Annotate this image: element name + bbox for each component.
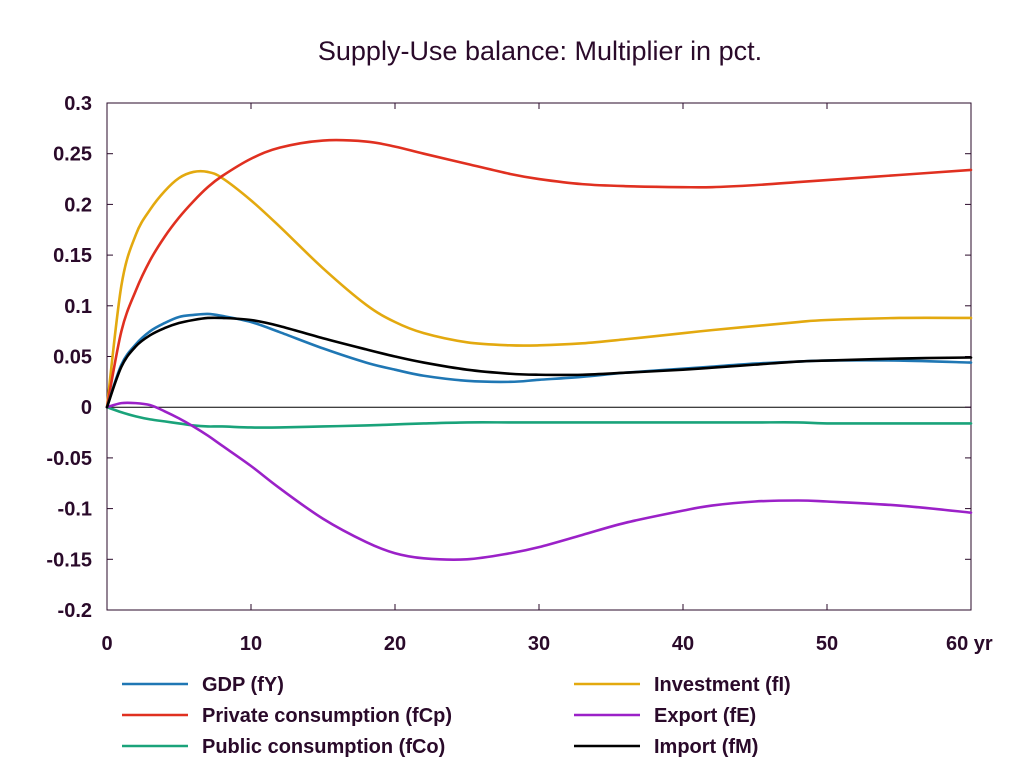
y-tick-label: 0.05 <box>53 347 92 369</box>
legend-label-gdp-fy: GDP (fY) <box>202 674 284 696</box>
legend-label-import-fm: Import (fM) <box>654 736 758 758</box>
chart-title: Supply-Use balance: Multiplier in pct. <box>318 36 762 66</box>
y-tick-label: -0.1 <box>58 499 92 521</box>
x-tick-label: 10 <box>240 633 262 655</box>
y-tick-label: -0.15 <box>46 549 92 571</box>
y-axis: 0.3 0.25 0.2 0.15 0.1 0.05 0 -0.05 -0.1 -0.15 -0.2 <box>46 93 971 622</box>
series-line-private-consumption-fcp <box>105 138 973 409</box>
legend-label-investment-fi: Investment (fI) <box>654 674 791 696</box>
x-axis: 0 10 20 30 40 50 60 yr <box>101 103 993 655</box>
legend-label-public-consumption-fco: Public consumption (fCo) <box>202 736 445 758</box>
legend-label-private-consumption-fcp: Private consumption (fCp) <box>202 705 452 727</box>
x-tick-label: 20 <box>384 633 406 655</box>
series-line-import-fm <box>105 316 973 409</box>
x-tick-label: 0 <box>101 633 112 655</box>
y-tick-label: -0.05 <box>46 448 92 470</box>
series-line-investment-fi <box>105 169 973 409</box>
x-tick-label: 50 <box>816 633 838 655</box>
y-tick-label: 0.15 <box>53 245 92 267</box>
x-tick-label: 40 <box>672 633 694 655</box>
y-tick-label: 0.3 <box>64 93 92 115</box>
y-tick-label: 0.2 <box>64 194 92 216</box>
y-tick-label: 0.1 <box>64 296 92 318</box>
series-line-public-consumption-fco <box>105 405 973 429</box>
legend: GDP (fY) Private consumption (fCp) Public … <box>122 674 791 758</box>
y-tick-label: -0.2 <box>58 600 92 622</box>
y-tick-label: 0.25 <box>53 144 92 166</box>
series-layer <box>105 138 973 561</box>
legend-label-export-fe: Export (fE) <box>654 705 756 727</box>
x-tick-label: 30 <box>528 633 550 655</box>
y-tick-label: 0 <box>81 397 92 419</box>
x-tick-label: 60 yr <box>946 633 993 655</box>
series-line-export-fe <box>105 401 973 561</box>
